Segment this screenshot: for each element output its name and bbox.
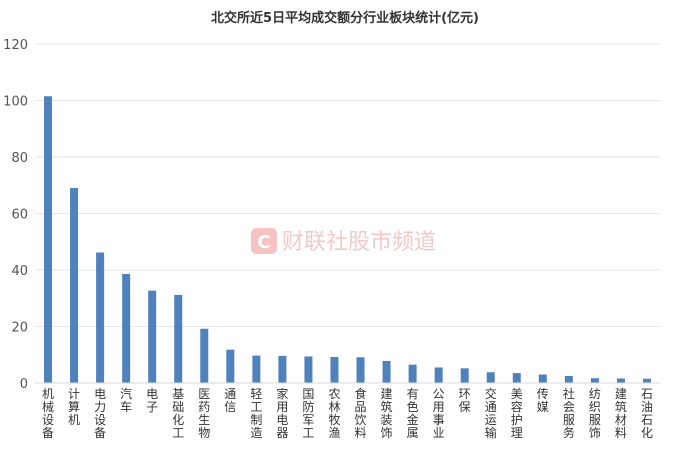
bar	[356, 357, 365, 383]
y-tick-label: 20	[11, 321, 28, 336]
chart-title: 北交所近5日平均成交额分行业板块统计(亿元)	[211, 10, 479, 26]
bar	[434, 367, 443, 383]
x-tick-label: 食品饮料	[355, 386, 367, 440]
watermark-text: 财联社股市频道	[282, 230, 436, 255]
x-tick-label: 农林牧渔	[328, 387, 340, 440]
y-tick-label: 40	[11, 264, 28, 279]
x-tick-label: 基础化工	[172, 387, 184, 440]
y-tick-label: 0	[20, 377, 28, 392]
bar	[122, 273, 131, 383]
x-tick-label: 传媒	[537, 386, 549, 414]
y-tick-label: 80	[11, 151, 28, 166]
gridlines	[35, 43, 660, 327]
watermark-logo-icon	[251, 228, 277, 254]
bar	[96, 252, 105, 383]
bar	[642, 378, 651, 383]
bar	[44, 96, 53, 383]
x-tick-label: 交通运输	[485, 386, 497, 440]
bar	[304, 356, 313, 383]
bar	[226, 349, 235, 383]
x-tick-label: 机械设备	[42, 387, 54, 440]
bar	[408, 364, 417, 383]
bar	[590, 378, 599, 383]
x-tick-label: 通信	[224, 387, 236, 414]
x-tick-label: 电力设备	[94, 387, 106, 440]
x-tick-label: 汽车	[120, 386, 132, 414]
x-tick-label: 公用事业	[433, 387, 445, 440]
x-tick-label: 美容护理	[511, 387, 523, 440]
x-tick-label: 轻工制造	[250, 387, 262, 440]
bar	[538, 374, 547, 383]
bar	[200, 328, 209, 383]
x-tick-label: 建筑装饰	[381, 387, 393, 440]
y-tick-label: 60	[11, 208, 28, 223]
x-tick-label: 计算机	[68, 387, 80, 427]
x-tick-label: 纺织服饰	[589, 387, 601, 440]
bar	[174, 294, 183, 383]
x-tick-label: 电子	[146, 387, 158, 414]
x-tick-label: 家用电器	[276, 386, 288, 440]
y-tick-label: 120	[3, 38, 28, 53]
bar	[330, 357, 339, 383]
y-tick-label: 100	[3, 95, 28, 110]
bar	[70, 188, 79, 383]
x-tick-label: 国防军工	[302, 387, 314, 440]
bar	[252, 355, 261, 383]
x-tick-label: 建筑材料	[615, 387, 627, 440]
bar	[278, 355, 287, 383]
bars	[44, 96, 651, 383]
bar	[460, 368, 469, 383]
bar	[148, 290, 157, 383]
bar	[616, 378, 625, 383]
x-tick-label: 石油石化	[641, 387, 653, 440]
bar	[564, 375, 573, 383]
x-tick-label: 社会服务	[563, 386, 575, 440]
x-tick-label: 医药生物	[198, 387, 210, 440]
watermark: C 财联社股市频道	[251, 228, 436, 255]
bar	[486, 372, 495, 383]
x-tick-label: 有色金属	[407, 387, 419, 440]
y-axis-ticks: 0 20 40 60 80 100 120	[3, 38, 28, 392]
bar	[512, 373, 521, 383]
bar	[382, 360, 391, 383]
x-tick-label: 环保	[459, 387, 471, 414]
watermark-logo-letter: C	[257, 232, 270, 253]
